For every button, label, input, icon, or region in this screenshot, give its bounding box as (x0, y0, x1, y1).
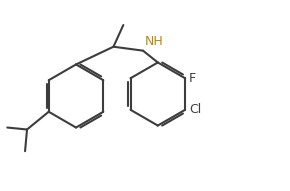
Text: Cl: Cl (189, 103, 201, 116)
Text: F: F (189, 72, 196, 85)
Text: NH: NH (145, 35, 164, 48)
